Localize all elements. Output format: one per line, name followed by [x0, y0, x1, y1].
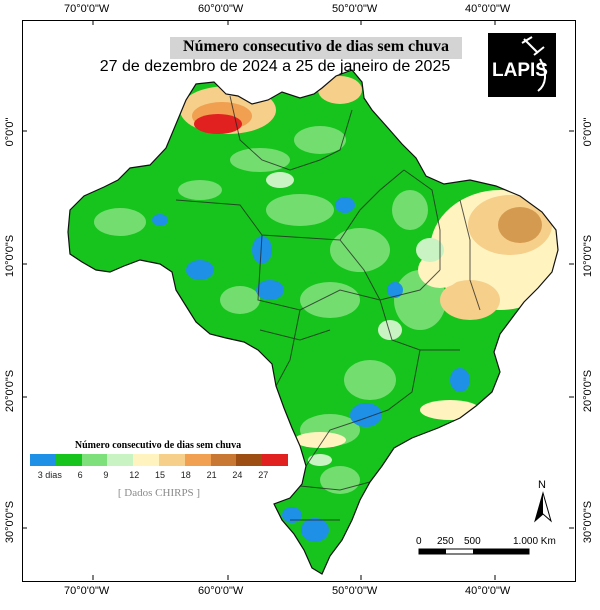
- legend-tick-label: 6: [77, 470, 83, 480]
- lon-label-top-60w: 60°0'0"W: [198, 3, 244, 15]
- north-arrow-icon: [534, 491, 552, 523]
- lon-label-bottom-60w: 60°0'0"W: [198, 585, 244, 597]
- lon-label-top-40w: 40°0'0"W: [465, 3, 511, 15]
- logo-text: LAPIS: [492, 60, 548, 81]
- legend-swatch: [55, 454, 82, 466]
- scale-label-500: 500: [464, 536, 481, 547]
- legend-swatch: [236, 454, 263, 466]
- legend-tick-label: 3 dias: [37, 470, 62, 480]
- legend-color-bar: [30, 454, 288, 466]
- lon-label-top-50w: 50°0'0"W: [332, 3, 378, 15]
- scale-label-0: 0: [416, 536, 422, 547]
- lon-label-bottom-50w: 50°0'0"W: [332, 585, 378, 597]
- legend-tick-label: 24: [232, 470, 243, 480]
- lon-label-bottom-70w: 70°0'0"W: [64, 585, 110, 597]
- scale-label-1000km: 1.000 Km: [513, 536, 556, 547]
- scale-label-250: 250: [437, 536, 454, 547]
- legend-swatch: [262, 454, 288, 466]
- legend-swatch: [81, 454, 108, 466]
- legend-swatch: [107, 454, 134, 466]
- satellite-icon: [521, 36, 546, 92]
- legend-title: Número consecutivo de dias sem chuva: [74, 440, 242, 451]
- lon-label-top-70w: 70°0'0"W: [64, 3, 110, 15]
- legend-swatch: [210, 454, 237, 466]
- legend-tick-label: 18: [180, 470, 191, 480]
- title-background: [170, 37, 462, 59]
- legend-tick-label: 27: [258, 470, 269, 480]
- legend-swatch: [184, 454, 211, 466]
- lapis-logo: LAPIS: [488, 33, 556, 97]
- legend-swatch: [158, 454, 185, 466]
- lon-label-bottom-40w: 40°0'0"W: [465, 585, 511, 597]
- legend-tick-label: 12: [129, 470, 140, 480]
- legend-tick-label: 9: [103, 470, 109, 480]
- map-title: Número consecutivo de dias sem chuva: [183, 38, 449, 55]
- legend-swatch: [30, 454, 56, 466]
- map-subtitle: 27 de dezembro de 2024 a 25 de janeiro d…: [99, 58, 451, 75]
- north-label: N: [538, 479, 546, 491]
- legend-source: [ Dados CHIRPS ]: [117, 487, 201, 499]
- legend-tick-label: 15: [155, 470, 166, 480]
- legend-tick-label: 21: [206, 470, 217, 480]
- legend-swatch: [133, 454, 159, 466]
